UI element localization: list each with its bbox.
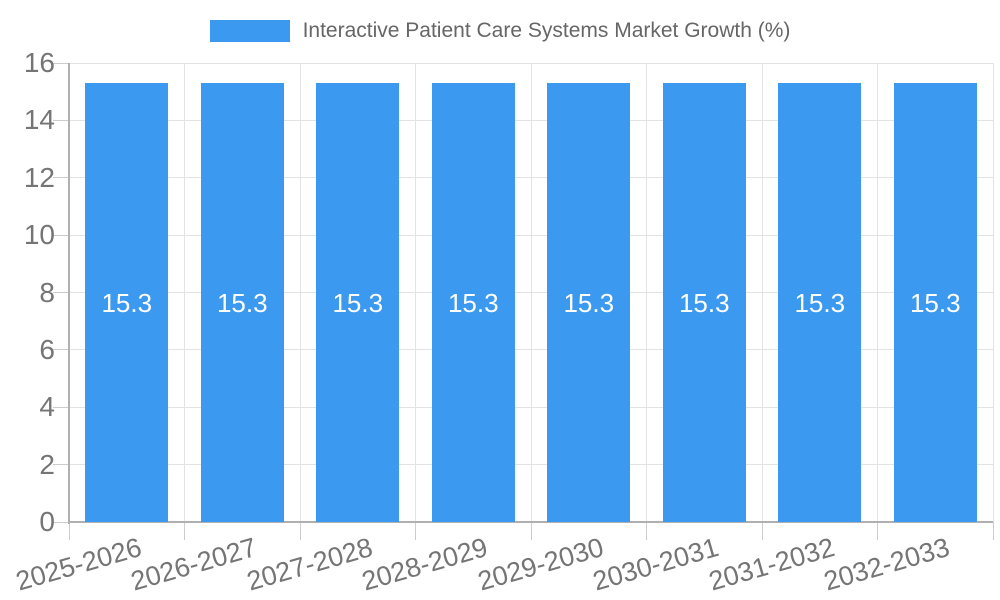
gridline-vertical xyxy=(646,63,647,522)
bar[interactable] xyxy=(662,83,746,522)
bar-value-label: 15.3 xyxy=(794,287,846,318)
bar[interactable] xyxy=(200,83,284,522)
bar-value-label: 15.3 xyxy=(447,287,499,318)
y-axis-label: 0 xyxy=(39,506,55,537)
y-axis-line xyxy=(68,63,70,524)
x-axis-line xyxy=(69,521,993,523)
y-axis-label: 8 xyxy=(39,276,55,308)
y-axis-label: 6 xyxy=(39,333,55,365)
bar[interactable] xyxy=(893,83,977,522)
y-axis-tick xyxy=(53,521,69,523)
x-axis-tick xyxy=(646,522,647,540)
x-axis-label: 2027-2028 xyxy=(243,532,376,597)
y-axis-label: 14 xyxy=(23,104,55,136)
y-axis-label: 4 xyxy=(39,391,55,423)
bar-value-label: 15.3 xyxy=(216,287,268,318)
x-axis-tick xyxy=(992,522,994,540)
gridline-vertical xyxy=(992,63,994,522)
bar[interactable] xyxy=(547,83,631,522)
x-axis-label: 2029-2030 xyxy=(474,532,607,597)
y-axis-tick xyxy=(53,177,69,179)
y-axis-tick xyxy=(53,464,69,466)
x-axis-tick xyxy=(415,522,416,540)
y-axis-tick xyxy=(53,234,69,236)
y-axis-tick xyxy=(53,119,69,121)
bar[interactable] xyxy=(316,83,400,522)
x-axis-tick xyxy=(877,522,878,540)
y-axis-label: 12 xyxy=(23,161,55,193)
chart-legend-item[interactable]: Interactive Patient Care Systems Market … xyxy=(0,18,1000,44)
x-axis-tick xyxy=(68,522,70,540)
legend-swatch xyxy=(209,20,290,42)
x-axis-label: 2030-2031 xyxy=(589,532,722,597)
y-axis-label: 10 xyxy=(23,219,55,251)
gridline-vertical xyxy=(530,63,532,522)
bar-value-label: 15.3 xyxy=(332,287,384,318)
bar[interactable] xyxy=(431,83,515,522)
bar[interactable] xyxy=(778,83,862,522)
bar[interactable] xyxy=(85,83,169,522)
y-axis-tick xyxy=(53,292,69,293)
y-axis-label: 16 xyxy=(23,47,55,78)
y-axis-tick xyxy=(53,406,69,408)
x-axis-label: 2031-2032 xyxy=(705,532,838,597)
y-axis-tick xyxy=(53,62,69,64)
x-axis-tick xyxy=(299,522,301,540)
y-axis-tick xyxy=(53,349,69,351)
gridline-vertical xyxy=(877,63,878,522)
x-axis-label: 2025-2026 xyxy=(12,532,145,597)
gridline-vertical xyxy=(299,63,301,522)
gridline-vertical xyxy=(761,63,763,522)
x-axis-label: 2028-2029 xyxy=(358,532,491,597)
bar-value-label: 15.3 xyxy=(563,287,615,318)
gridline-vertical xyxy=(415,63,416,522)
x-axis-tick xyxy=(530,522,532,540)
gridline-vertical xyxy=(184,63,185,522)
legend-label: Interactive Patient Care Systems Market … xyxy=(302,19,791,42)
y-axis-label: 2 xyxy=(39,448,55,480)
bar-value-label: 15.3 xyxy=(678,287,730,318)
x-axis-label: 2032-2033 xyxy=(820,532,953,597)
x-axis-label: 2026-2027 xyxy=(127,532,260,597)
x-axis-tick xyxy=(184,522,185,540)
bar-value-label: 15.3 xyxy=(909,287,961,318)
x-axis-tick xyxy=(761,522,763,540)
bar-value-label: 15.3 xyxy=(101,287,153,318)
